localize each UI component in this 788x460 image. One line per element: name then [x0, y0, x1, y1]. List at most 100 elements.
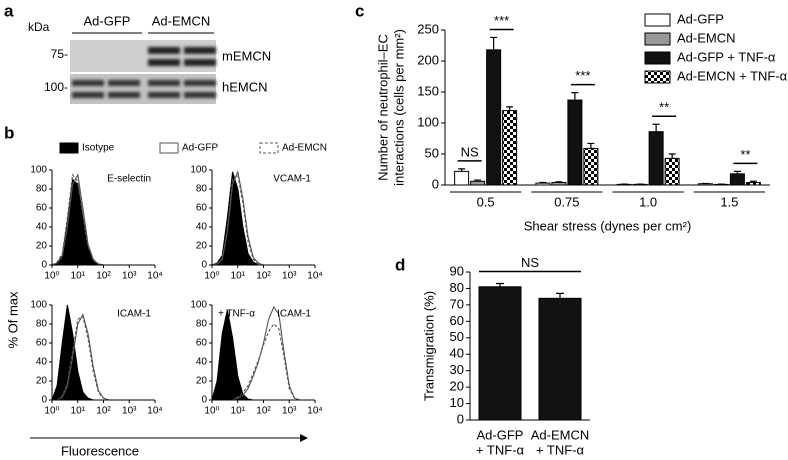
- y-tick-label: 20: [196, 376, 208, 387]
- legend-swatch: [59, 142, 79, 154]
- y-tick-label: 80: [450, 280, 464, 295]
- bar: [470, 180, 486, 186]
- y-tick-label: 40: [450, 346, 464, 361]
- group-label: Ad-GFP: [84, 13, 131, 28]
- y-tick-label: 20: [450, 379, 464, 394]
- blot-region: [70, 74, 216, 104]
- band: [184, 80, 216, 86]
- y-tick-label: 100: [30, 165, 47, 176]
- error-bar: [474, 179, 482, 182]
- bar: [535, 182, 551, 186]
- legend-swatch: [644, 32, 671, 46]
- band: [72, 92, 104, 98]
- band-label: mEMCN: [222, 48, 271, 63]
- y-tick-label: 0: [201, 395, 207, 406]
- band: [148, 80, 180, 86]
- significance-label: **: [659, 100, 669, 115]
- y-axis-label: % Of max: [5, 291, 20, 349]
- y-tick-label: 60: [36, 338, 48, 349]
- y-tick-label: 20: [36, 376, 48, 387]
- bar: [583, 147, 599, 186]
- y-tick-label: 70: [450, 296, 464, 311]
- legend-label: Ad-EMCN: [677, 30, 736, 45]
- y-tick-label: 80: [36, 184, 48, 195]
- plot-title: ICAM-1: [277, 309, 311, 320]
- bar: [454, 170, 470, 186]
- bar: [551, 182, 567, 186]
- panel-letter: d: [395, 255, 405, 274]
- y-tick-label: 0: [457, 411, 464, 426]
- panel-letter: c: [355, 1, 364, 20]
- y-tick-label: 0: [432, 176, 439, 191]
- y-tick-label: 80: [196, 184, 208, 195]
- x-tick-label: 1.0: [639, 194, 657, 209]
- bar: [486, 49, 502, 186]
- y-tick-label: 150: [417, 83, 439, 98]
- x-tick-label: 10¹: [71, 406, 86, 417]
- legend-swatch: [259, 142, 279, 154]
- flow-plot: [51, 173, 155, 266]
- error-bar: [555, 181, 563, 183]
- x-tick-label: 0.5: [477, 194, 495, 209]
- x-tick-label: 10⁴: [307, 271, 322, 282]
- error-bar: [458, 168, 466, 172]
- significance-label: **: [740, 147, 750, 162]
- error-bar: [652, 123, 660, 132]
- significance-label: NS: [521, 255, 539, 270]
- y-tick-label: 50: [450, 329, 464, 344]
- y-tick-label: 20: [196, 241, 208, 252]
- bar: [567, 99, 583, 186]
- y-tick-label: 250: [417, 21, 439, 36]
- band: [184, 59, 216, 66]
- bar: [478, 286, 522, 421]
- y-tick-label: 100: [190, 165, 207, 176]
- error-bar: [496, 282, 504, 287]
- y-tick-label: 60: [196, 338, 208, 349]
- y-tick-label: 40: [36, 222, 48, 233]
- x-tick-label: 1.5: [720, 194, 738, 209]
- blot-region: [70, 40, 216, 72]
- y-tick-label: 50: [425, 145, 439, 160]
- x-tick-label: 10³: [282, 271, 297, 282]
- y-tick-label: 60: [36, 203, 48, 214]
- y-axis-label: Transmigration (%): [421, 291, 436, 401]
- x-tick-label: 10⁰: [44, 271, 59, 282]
- legend-swatch: [644, 51, 671, 65]
- panel-letter: b: [4, 123, 14, 142]
- y-tick-label: 40: [196, 357, 208, 368]
- error-bar: [668, 153, 676, 159]
- band: [108, 92, 140, 98]
- x-tick-label: Ad-GFP: [477, 427, 524, 442]
- x-tick-label: 10³: [282, 406, 297, 417]
- y-tick-label: 100: [190, 300, 207, 311]
- y-tick-label: 100: [417, 114, 439, 129]
- band: [72, 80, 104, 86]
- legend-swatch: [644, 70, 671, 84]
- legend-label: Isotype: [82, 143, 115, 154]
- x-tick-label: 10²: [96, 271, 111, 282]
- flow-plot: [211, 305, 315, 401]
- x-tick-label: + TNF-α: [476, 442, 525, 457]
- error-bar: [556, 292, 564, 299]
- x-tick-label: 10²: [96, 406, 111, 417]
- band: [148, 47, 180, 54]
- y-tick-label: 200: [417, 52, 439, 67]
- bar: [664, 157, 680, 186]
- x-tick-label: 10²: [256, 271, 271, 282]
- y-tick-label: 0: [41, 395, 47, 406]
- x-axis-label: Fluorescence: [61, 443, 139, 458]
- error-bar: [490, 36, 498, 50]
- x-arrow-head: [300, 434, 308, 442]
- flow-curve: [211, 171, 315, 266]
- bar: [648, 131, 664, 186]
- x-tick-label: Ad-EMCN: [531, 427, 590, 442]
- x-tick-label: 10⁰: [204, 406, 219, 417]
- x-tick-label: 10³: [122, 271, 137, 282]
- error-bar: [539, 181, 547, 184]
- y-tick-label: 20: [36, 241, 48, 252]
- y-tick-label: 80: [36, 319, 48, 330]
- y-tick-label: 40: [36, 357, 48, 368]
- band: [184, 47, 216, 54]
- legend-label: Ad-EMCN: [282, 143, 327, 154]
- y-tick-label: 60: [450, 313, 464, 328]
